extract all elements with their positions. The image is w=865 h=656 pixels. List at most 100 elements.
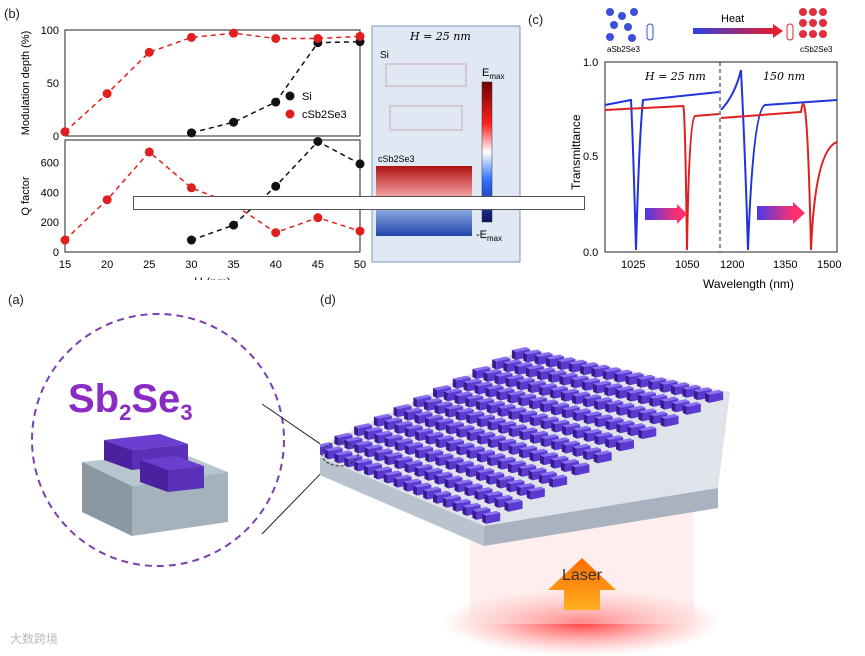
meta-bar-side	[572, 411, 577, 422]
b-ylabel: Q factor	[20, 176, 32, 215]
meta-bar-side	[354, 461, 359, 472]
meta-bar	[682, 401, 701, 415]
meta-bar-top	[364, 426, 383, 432]
meta-bar-side	[465, 467, 470, 478]
meta-bar-side	[445, 424, 450, 435]
b-xtick: 40	[270, 259, 282, 271]
meta-bar-side	[434, 474, 439, 485]
meta-bar-side	[605, 438, 610, 449]
meta-bar-top	[660, 396, 679, 402]
meta-bar-side	[627, 408, 632, 419]
panel-label-b: (b)	[4, 6, 20, 21]
meta-bar-side	[444, 478, 449, 489]
b-point-Si	[271, 97, 281, 107]
meta-bar-side	[435, 456, 440, 467]
b-xtick: 25	[143, 259, 155, 271]
b-xtick: 45	[312, 259, 324, 271]
meta-bar-side	[404, 462, 409, 473]
meta-bar-top	[625, 372, 644, 378]
meta-bar-side	[561, 443, 566, 454]
meta-bar-top	[550, 455, 569, 461]
meta-bar-side	[364, 447, 369, 458]
c-ytick-0: 0.0	[583, 247, 598, 259]
meta-bar-top	[660, 414, 679, 420]
meta-bar-top	[534, 352, 553, 358]
meta-bar-side	[549, 388, 554, 399]
meta-bar-top	[594, 414, 613, 420]
c-xtick-1200: 1200	[720, 259, 744, 271]
meta-bar-top	[511, 346, 530, 352]
meta-bar-top	[537, 367, 556, 373]
meta-bar-side	[455, 463, 460, 474]
meta-bar-top	[516, 377, 535, 383]
meta-bar-side	[638, 429, 643, 440]
meta-bar-top	[466, 445, 485, 451]
field-label-si: Si	[380, 50, 389, 61]
c-xtick-1500: 1500	[817, 259, 841, 271]
meta-bar-top	[550, 402, 569, 408]
meta-bar-top	[649, 411, 668, 417]
meta-bar-side	[364, 465, 369, 476]
b-point-Si	[186, 235, 196, 245]
meta-bar-top	[527, 380, 546, 386]
meta-bar-side	[415, 448, 420, 459]
meta-bar-front	[664, 416, 679, 428]
meta-bar-top	[384, 434, 403, 440]
meta-bar-side	[614, 372, 619, 383]
meta-bar-side	[594, 417, 599, 428]
meta-bar-side	[537, 370, 542, 381]
meta-bar-side	[496, 478, 501, 489]
meta-bar-top	[530, 430, 549, 436]
watermark: 大数跨境	[10, 632, 59, 646]
meta-bar-side	[583, 397, 588, 408]
meta-bar-top	[486, 471, 505, 477]
meta-bar-side	[616, 423, 621, 434]
meta-bar-top	[505, 374, 524, 380]
meta-bar	[452, 498, 471, 512]
meta-bar-top	[423, 486, 442, 492]
crystal-right	[799, 8, 827, 38]
meta-bar-side	[693, 390, 698, 401]
c-ytick-1: 1.0	[583, 57, 598, 69]
meta-bar-top	[404, 407, 423, 413]
meta-bar-side	[604, 386, 609, 397]
meta-bar-side	[659, 382, 664, 393]
b-xtick: 30	[185, 259, 197, 271]
meta-bar-side	[404, 444, 409, 455]
meta-bar-side	[550, 458, 555, 469]
meta-bar-side	[518, 396, 523, 407]
meta-bar-side	[434, 404, 439, 415]
meta-bar-top	[476, 468, 495, 474]
meta-bar-top	[540, 399, 559, 405]
meta-bar-top	[538, 382, 557, 388]
sb2se3-text: Sb2Se3	[68, 377, 193, 425]
meta-bar-top	[516, 482, 535, 488]
meta-bar	[593, 450, 612, 464]
meta-bar-side	[625, 375, 630, 386]
meta-bar-top	[636, 374, 655, 380]
meta-bar-top	[384, 417, 403, 423]
meta-bar-side	[393, 407, 398, 418]
meta-bar-top	[466, 428, 485, 434]
meta-bar-side	[705, 392, 710, 403]
b-point-cSb2Se3	[144, 47, 154, 57]
meta-bar-top	[560, 388, 579, 394]
meta-bar-top	[638, 408, 657, 414]
meta-bar-top	[494, 494, 513, 500]
b-xtick: 20	[101, 259, 113, 271]
meta-bar-top	[486, 400, 505, 406]
meta-bar-side	[466, 414, 471, 425]
meta-bar-side	[445, 459, 450, 470]
meta-bar-top	[498, 438, 517, 444]
meta-bar-top	[455, 460, 474, 466]
meta-bar-side	[504, 501, 509, 512]
meta-bar-top	[568, 359, 587, 365]
meta-bar-top	[455, 407, 474, 413]
meta-bar-top	[671, 382, 690, 388]
meta-bar-side	[476, 400, 481, 411]
meta-bar-top	[452, 375, 471, 381]
meta-bar-top	[638, 426, 657, 432]
meta-bar-side	[492, 359, 497, 370]
meta-bar-side	[494, 374, 499, 385]
c-series-a-left	[604, 91, 720, 251]
